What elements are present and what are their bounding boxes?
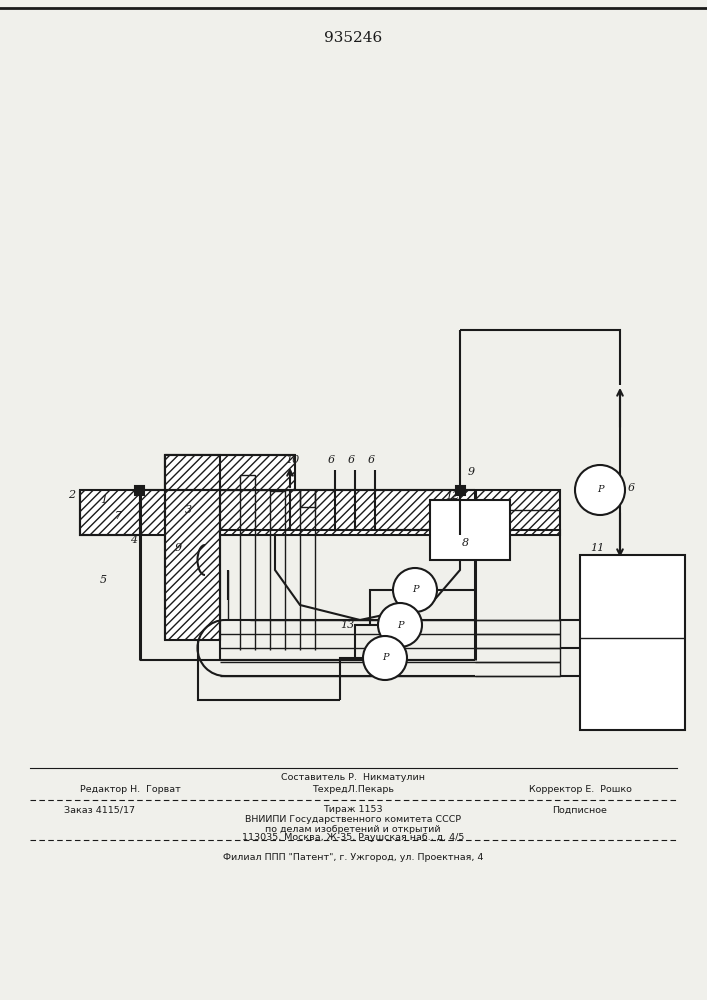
Bar	[165, 455, 220, 640]
Text: 3: 3	[185, 505, 192, 515]
Text: 8: 8	[462, 538, 469, 548]
Bar	[456, 486, 465, 495]
Text: 6: 6	[328, 455, 335, 465]
Text: Филиал ППП "Патент", г. Ужгород, ул. Проектная, 4: Филиал ППП "Патент", г. Ужгород, ул. Про…	[223, 854, 483, 862]
Text: Корректор Е.  Рошко: Корректор Е. Рошко	[529, 784, 631, 794]
Text: ТехредЛ.Пекарь: ТехредЛ.Пекарь	[312, 784, 394, 794]
Text: 9: 9	[468, 467, 475, 477]
Text: P: P	[597, 486, 603, 494]
Circle shape	[378, 603, 422, 647]
Text: P: P	[382, 654, 388, 662]
Text: 935246: 935246	[324, 31, 382, 45]
Text: 13: 13	[340, 620, 354, 630]
Text: Заказ 4115/17: Заказ 4115/17	[64, 806, 136, 814]
Text: по делам изобретений и открытий: по делам изобретений и открытий	[265, 824, 440, 834]
Text: Тираж 1153: Тираж 1153	[323, 806, 382, 814]
Bar	[165, 455, 295, 490]
Text: 11: 11	[590, 543, 604, 553]
Text: 5: 5	[100, 575, 107, 585]
Text: P: P	[411, 585, 419, 594]
Text: 113035, Москва, Ж-35, Раушская наб., д. 4/5: 113035, Москва, Ж-35, Раушская наб., д. …	[242, 834, 464, 842]
Text: 2: 2	[68, 490, 75, 500]
Bar	[580, 555, 685, 730]
Text: 7: 7	[115, 511, 122, 521]
Bar	[80, 490, 560, 535]
Text: ВНИИПИ Государственного комитета СССР: ВНИИПИ Государственного комитета СССР	[245, 816, 461, 824]
Text: 9: 9	[175, 543, 182, 553]
Text: 6: 6	[348, 455, 355, 465]
Bar	[430, 500, 510, 560]
Bar	[135, 486, 144, 495]
Text: 1: 1	[100, 495, 107, 505]
Text: 4: 4	[130, 535, 137, 545]
Text: 6: 6	[628, 483, 635, 493]
Text: Составитель Р.  Никматулин: Составитель Р. Никматулин	[281, 774, 425, 782]
Circle shape	[363, 636, 407, 680]
Text: P: P	[397, 620, 403, 630]
Text: 12: 12	[445, 491, 460, 501]
Circle shape	[575, 465, 625, 515]
Text: Подписное: Подписное	[553, 806, 607, 814]
Text: 6: 6	[368, 455, 375, 465]
Text: Редактор Н.  Горват: Редактор Н. Горват	[80, 784, 180, 794]
Circle shape	[393, 568, 437, 612]
Text: 10: 10	[285, 455, 299, 465]
